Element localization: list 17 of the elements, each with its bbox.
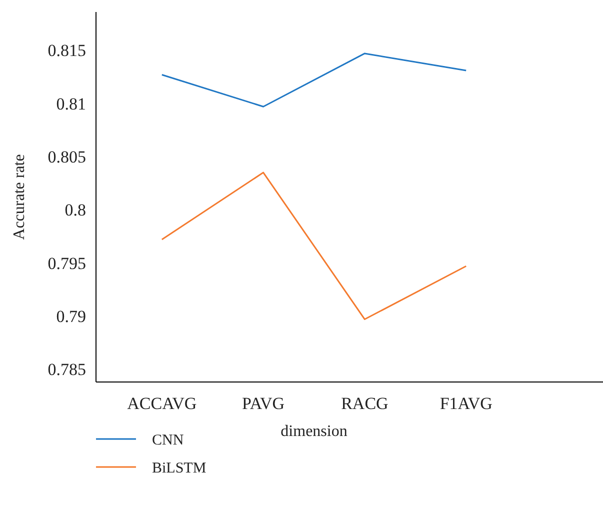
y-tick-label: 0.805 <box>48 148 86 167</box>
y-tick-label: 0.815 <box>48 41 86 60</box>
x-tick-label: PAVG <box>242 394 285 413</box>
y-tick-label: 0.79 <box>56 307 86 326</box>
x-tick-label: F1AVG <box>440 394 492 413</box>
y-axis-title: Accurate rate <box>11 154 28 240</box>
x-tick-label: ACCAVG <box>127 394 197 413</box>
line-series <box>161 172 467 320</box>
legend-label: CNN <box>152 432 184 448</box>
legend-label: BiLSTM <box>152 460 206 476</box>
x-tick-label: RACG <box>341 394 388 413</box>
y-tick-label: 0.785 <box>48 360 86 380</box>
x-axis-title: dimension <box>280 423 348 440</box>
y-tick-label: 0.795 <box>48 254 86 273</box>
y-tick-label: 0.8 <box>64 200 86 220</box>
y-tick-label: 0.81 <box>56 94 86 114</box>
line-series <box>161 52 467 108</box>
